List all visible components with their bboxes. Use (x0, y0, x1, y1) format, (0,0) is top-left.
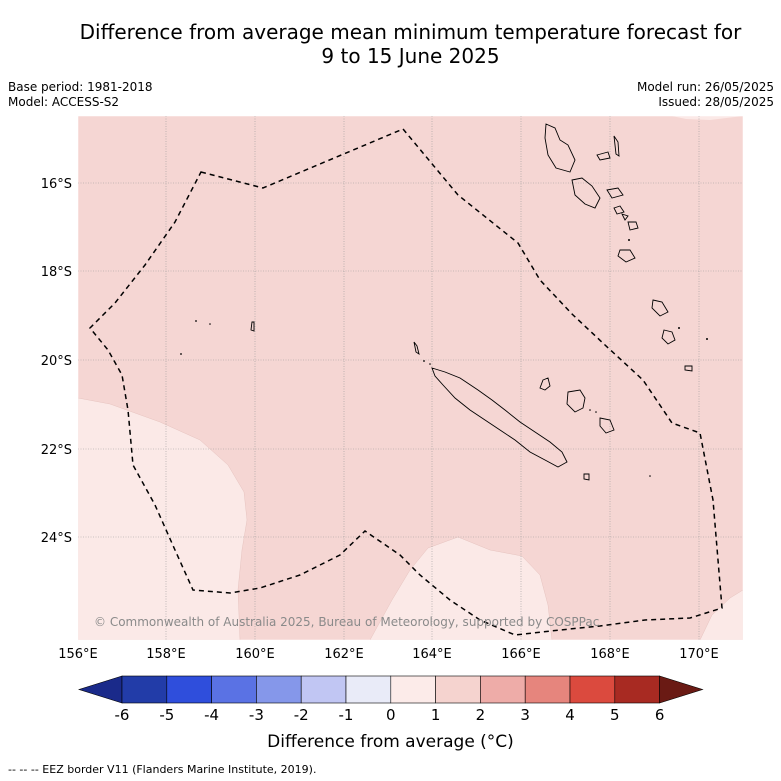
loyalty-island-ouvea (539, 377, 551, 391)
matthew-island (684, 365, 693, 372)
vanuatu-espiritu-santo (544, 123, 576, 173)
lat-tick-22: 22°S (41, 443, 72, 458)
colorbar-bin (614, 675, 660, 704)
colorbar-bin (569, 675, 616, 704)
copyright-notice: © Commonwealth of Australia 2025, Bureau… (94, 615, 599, 629)
lat-tick-24: 24°S (41, 531, 72, 546)
colorbar-bin (435, 675, 481, 704)
lon-tick-158: 158°E (146, 647, 186, 662)
colorbar-tick-label: 6 (655, 706, 665, 724)
issued-date: Issued: 28/05/2025 (658, 95, 774, 109)
meta-left: Base period: 1981-2018 Model: ACCESS-S2 (8, 80, 153, 110)
islet-dots (180, 239, 708, 477)
colorbar-bin (121, 675, 168, 704)
colorbar-bin (300, 675, 347, 704)
chesterfield-reef (250, 321, 255, 332)
vanuatu-tanna (651, 299, 669, 317)
colorbar-bin (256, 675, 302, 704)
colorbar-bin (211, 675, 257, 704)
title-line-1: Difference from average mean minimum tem… (79, 20, 742, 44)
colorbar-tick-label: 4 (565, 706, 575, 724)
graticule (78, 116, 743, 640)
loyalty-island-mare (599, 417, 615, 434)
colorbar: -6 -5 -4 -3 -2 -1 0 1 2 3 4 5 6 (77, 675, 704, 724)
colorbar-tick-label: -3 (249, 706, 264, 724)
lon-tick-166: 166°E (501, 647, 541, 662)
colorbar-label: Difference from average (°C) (267, 732, 514, 752)
colorbar-tick-label: -6 (115, 706, 130, 724)
base-period: Base period: 1981-2018 (8, 80, 153, 94)
colorbar-tick-label: 1 (431, 706, 441, 724)
colorbar-bin (390, 675, 436, 704)
eez-footnote: -- -- -- EEZ border V11 (Flanders Marine… (8, 763, 317, 776)
anomaly-region-south (369, 536, 553, 640)
lon-tick-162: 162°E (324, 647, 364, 662)
colorbar-tick-label: 2 (476, 706, 486, 724)
loyalty-island-lifou (566, 389, 586, 413)
lon-tick-168: 168°E (590, 647, 630, 662)
title-line-2: 9 to 15 June 2025 (321, 44, 500, 68)
lon-tick-170: 170°E (679, 647, 719, 662)
colorbar-extend-low (77, 675, 123, 704)
vanuatu-malo (596, 151, 611, 161)
lon-tick-160: 160°E (235, 647, 275, 662)
lon-tick-156: 156°E (58, 647, 98, 662)
model-name: Model: ACCESS-S2 (8, 95, 120, 109)
colorbar-tick-label: -5 (159, 706, 174, 724)
colorbar-extend-high (659, 675, 704, 704)
vanuatu-ambrym (606, 187, 624, 199)
eez-border (88, 128, 723, 636)
vanuatu-efate (627, 221, 639, 231)
colorbar-tick-label: -2 (294, 706, 309, 724)
model-run: Model run: 26/05/2025 (636, 80, 774, 94)
vanuatu-epi (613, 205, 625, 215)
colorbar-tick-label: -1 (339, 706, 354, 724)
vanuatu-shepherd (621, 213, 629, 221)
colorbar-tick-label: -4 (204, 706, 219, 724)
colorbar-tick-label: 5 (610, 706, 620, 724)
isle-of-pines (583, 473, 590, 481)
lat-tick-20: 20°S (41, 354, 72, 369)
map-title: Difference from average mean minimum tem… (0, 20, 781, 68)
colorbar-tick-label: 3 (520, 706, 530, 724)
anomaly-region-southeast (699, 589, 743, 640)
colorbar-bin (166, 675, 212, 704)
vanuatu-malekula (571, 177, 601, 209)
lat-tick-16: 16°S (41, 177, 72, 192)
new-caledonia-island (431, 367, 568, 468)
meta-right: Model run: 26/05/2025 Issued: 28/05/2025 (637, 80, 774, 110)
lat-tick-18: 18°S (41, 265, 72, 280)
vanuatu-maewo (613, 135, 620, 157)
colorbar-bin (524, 675, 571, 704)
colorbar-tick-label: 0 (386, 706, 396, 724)
colorbar-bin (345, 675, 392, 704)
anomaly-region-northeast (672, 116, 743, 120)
vanuatu-erromango (617, 249, 636, 263)
colorbar-bin (480, 675, 526, 704)
coastlines (250, 123, 693, 481)
lon-tick-164: 164°E (412, 647, 452, 662)
anomaly-region-southwest (78, 397, 248, 640)
vanuatu-aneityum (661, 329, 676, 345)
belep-islands (413, 341, 420, 356)
